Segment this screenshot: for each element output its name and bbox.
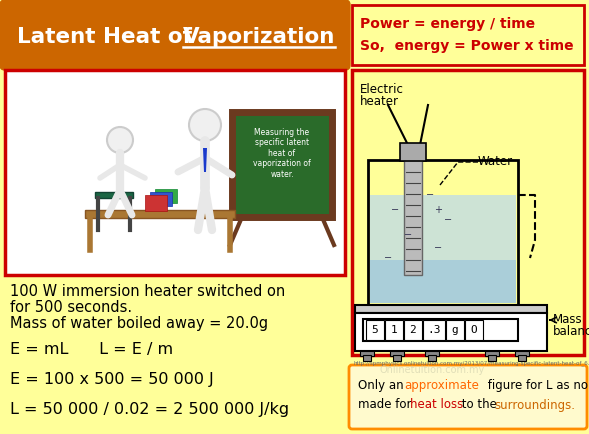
- Text: −: −: [434, 243, 442, 253]
- Bar: [465, 320, 483, 340]
- Bar: [446, 320, 464, 340]
- Bar: [393, 355, 401, 361]
- Text: −: −: [384, 253, 392, 263]
- Text: −: −: [391, 205, 399, 215]
- Bar: [428, 355, 436, 361]
- Bar: [363, 319, 518, 341]
- Text: −: −: [404, 230, 412, 240]
- Text: Latent Heat of: Latent Heat of: [17, 27, 200, 47]
- Bar: [232, 112, 332, 217]
- Bar: [385, 320, 403, 340]
- Text: −: −: [426, 190, 434, 200]
- Text: Mass of water boiled away = 20.0g: Mass of water boiled away = 20.0g: [10, 316, 268, 331]
- Text: E = mL      L = E / m: E = mL L = E / m: [10, 342, 173, 357]
- Bar: [355, 305, 547, 313]
- Text: balance: balance: [553, 325, 589, 338]
- Text: to the: to the: [458, 398, 501, 411]
- Text: figure for L as no allowance: figure for L as no allowance: [484, 378, 589, 391]
- Bar: [85, 210, 235, 218]
- Text: Water: Water: [478, 155, 513, 168]
- Text: made for: made for: [358, 398, 415, 411]
- Bar: [155, 189, 177, 203]
- Circle shape: [107, 127, 133, 153]
- Text: Onlinetultion.com.my: Onlinetultion.com.my: [379, 365, 485, 375]
- Bar: [360, 351, 374, 356]
- Bar: [95, 192, 133, 198]
- Text: 100 W immersion heater switched on: 100 W immersion heater switched on: [10, 284, 285, 299]
- Bar: [390, 351, 404, 356]
- Circle shape: [189, 109, 221, 141]
- Polygon shape: [203, 148, 207, 172]
- Text: 1: 1: [391, 325, 398, 335]
- Bar: [5, 70, 345, 275]
- Bar: [355, 313, 547, 351]
- Bar: [352, 5, 584, 65]
- Text: heat loss: heat loss: [410, 398, 464, 411]
- Text: .3: .3: [427, 325, 441, 335]
- Bar: [363, 355, 371, 361]
- Text: http://spmphysics.onlinetultion.com.my/2013/07/measuring-specific-latent-heat-of: http://spmphysics.onlinetultion.com.my/2…: [354, 360, 589, 366]
- Text: Mass: Mass: [553, 313, 583, 326]
- Bar: [425, 351, 439, 356]
- Bar: [368, 160, 518, 305]
- Bar: [400, 143, 426, 161]
- Bar: [515, 351, 529, 356]
- Text: +: +: [434, 205, 442, 215]
- Text: L = 50 000 / 0.02 = 2 500 000 J/kg: L = 50 000 / 0.02 = 2 500 000 J/kg: [10, 402, 289, 417]
- Bar: [366, 320, 384, 340]
- Bar: [150, 192, 172, 206]
- Text: surroundings.: surroundings.: [494, 398, 575, 411]
- Bar: [518, 355, 526, 361]
- Bar: [370, 195, 516, 303]
- Bar: [485, 351, 499, 356]
- Bar: [370, 260, 516, 303]
- Text: So,  energy = Power x time: So, energy = Power x time: [360, 39, 574, 53]
- Text: Power = energy / time: Power = energy / time: [360, 17, 535, 31]
- Text: Only an: Only an: [358, 378, 408, 391]
- Bar: [404, 160, 422, 275]
- Text: approximate: approximate: [404, 378, 479, 391]
- Text: g: g: [452, 325, 458, 335]
- Text: −: −: [444, 215, 452, 225]
- FancyBboxPatch shape: [349, 365, 587, 429]
- Bar: [488, 355, 496, 361]
- Text: O: O: [471, 325, 477, 335]
- Bar: [423, 320, 445, 340]
- Bar: [145, 195, 167, 211]
- Text: 5: 5: [372, 325, 378, 335]
- Text: Measuring the
specific latent
heat of
vaporization of
water.: Measuring the specific latent heat of va…: [253, 128, 311, 179]
- Text: for 500 seconds.: for 500 seconds.: [10, 300, 132, 315]
- Text: Electric: Electric: [360, 83, 404, 96]
- Bar: [404, 320, 422, 340]
- Text: heater: heater: [360, 95, 399, 108]
- Bar: [352, 70, 584, 355]
- Text: Vaporization: Vaporization: [183, 27, 335, 47]
- Text: E = 100 x 500 = 50 000 J: E = 100 x 500 = 50 000 J: [10, 372, 214, 387]
- FancyBboxPatch shape: [0, 0, 350, 70]
- Text: 2: 2: [409, 325, 416, 335]
